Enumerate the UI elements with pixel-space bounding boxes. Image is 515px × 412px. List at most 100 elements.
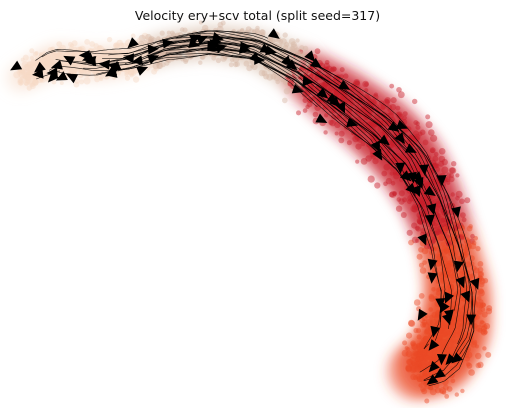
cell-point [198,60,203,65]
cell-point [417,350,422,355]
cell-point [42,53,49,59]
cell-point [314,48,321,55]
cell-point [433,357,439,363]
cell-point [437,338,443,344]
cell-point [26,70,32,75]
cell-point [32,51,39,57]
cell-point [418,365,424,371]
cell-point [338,137,345,144]
cell-point [415,121,420,126]
cell-point [429,355,436,363]
cell-point [429,314,434,320]
cell-point [346,140,352,146]
cell-point [368,122,374,128]
cell-point [420,358,428,366]
cell-point [147,37,154,43]
cell-point [419,351,425,357]
cell-point [297,49,304,56]
cell-point [425,353,430,359]
cell-point [440,323,447,330]
cell-point [461,306,467,311]
cell-point [383,163,391,171]
cell-point [115,53,122,60]
cell-point [456,322,462,327]
plot-title: Velocity ery+scv total (split seed=317) [134,8,381,23]
cell-point [419,372,425,378]
cell-point [453,291,459,297]
cell-point [409,196,415,202]
cell-point [413,120,419,126]
cell-point [415,343,421,348]
cell-point [17,77,24,84]
cell-point [441,345,447,351]
cell-point [421,337,427,344]
cell-point [438,330,443,335]
cell-point [46,55,52,60]
cell-point [420,364,426,371]
cell-point [363,93,370,100]
cell-point [444,394,450,399]
cell-point [334,121,341,128]
cell-point [464,197,471,204]
cell-point [364,115,370,121]
cell-point [58,53,63,58]
cell-point [23,75,28,80]
cell-point [324,113,329,118]
cell-point [50,59,56,65]
cell-point [93,43,99,49]
cell-point [217,21,224,28]
cell-point [115,48,122,55]
cell-point [415,373,422,380]
cell-point [465,261,472,268]
cell-point [437,216,445,224]
cell-point [380,104,386,111]
cell-point [170,56,175,62]
cell-point [416,348,423,355]
cell-point [397,157,404,164]
cell-point [417,218,424,225]
cell-point [429,147,436,154]
cell-point [338,92,344,98]
cell-point [478,304,483,309]
cell-point [417,350,423,357]
cell-point [156,41,161,46]
cell-point [423,360,429,366]
cell-point [413,327,419,334]
cell-point [27,64,32,69]
cell-point [106,36,113,43]
cell-point [455,190,463,198]
cell-point [325,72,332,79]
cell-point [29,64,35,69]
cell-point [475,352,482,360]
cell-point [355,159,360,164]
cell-point [438,234,445,241]
cell-point [66,48,74,56]
cell-point [440,328,446,334]
cell-point [28,66,35,73]
cell-point [440,242,446,247]
cell-point [449,167,457,174]
cell-point [451,161,457,167]
cell-point [442,384,449,391]
cell-point [424,195,431,202]
cell-point [48,58,55,66]
cell-point [328,119,334,126]
cell-point [477,289,485,297]
cell-point [401,349,409,357]
cell-point [441,245,449,252]
cell-point [77,72,84,79]
cell-point [385,112,391,118]
cell-point [45,56,50,61]
cell-point [448,327,453,332]
cell-point [473,267,480,274]
cell-point [408,363,414,369]
cell-point [329,67,335,73]
cell-point [112,54,117,59]
cell-point [440,217,446,223]
cell-point [422,351,427,357]
cell-point [447,260,454,267]
cell-point [395,205,403,212]
cell-point [182,27,188,33]
cell-point [390,139,398,147]
cell-point [435,291,441,296]
